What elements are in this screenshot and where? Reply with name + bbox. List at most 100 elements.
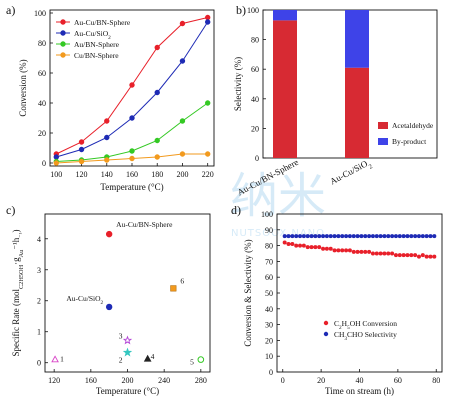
panel-c-x-tick-label: 280 [195, 376, 207, 385]
panel-d-point-1 [405, 234, 410, 239]
panel-a-point [204, 100, 211, 106]
panel-d-x-axis-label: Time on stream (h) [325, 386, 394, 396]
panel-c-y-tick-label: 1 [37, 328, 41, 337]
panel-a-point [179, 151, 186, 157]
panel-d-point-1 [309, 234, 314, 239]
panel-d-point-0 [355, 249, 360, 254]
panel-d-point-0 [282, 240, 287, 245]
panel-a-point [129, 155, 135, 162]
panel-d-point-1 [386, 234, 391, 239]
panel-d-point-0 [424, 254, 429, 259]
panel-d-point-1 [340, 234, 345, 239]
panel-a-y-tick-label: 0 [42, 159, 46, 168]
panel-d-y-tick-label: 10 [265, 352, 273, 361]
panel-d-y-axis-label: Conversion & Selectivity (%) [243, 239, 253, 346]
panel-d-point-0 [378, 251, 383, 256]
watermark-text-en: NUTSOOX NANO [231, 228, 325, 239]
panel-c-point-label: 6 [180, 276, 184, 285]
panel-a-point [154, 44, 160, 51]
panel-d-point-1 [286, 234, 291, 239]
watermark-text-cn: 纳米 [230, 168, 326, 224]
panel-d-point-1 [420, 234, 425, 239]
panel-d-point-0 [328, 246, 333, 251]
panel-d-point-1 [413, 234, 418, 239]
panel-d-point-1 [313, 234, 318, 239]
panel-d-y-tick-label: 100 [261, 210, 273, 219]
panel-b-legend-label: By-product [392, 137, 427, 146]
panel-d-point-1 [416, 234, 421, 239]
panel-d-point-1 [390, 234, 395, 239]
panel-c-point-7 [170, 285, 177, 292]
panel-d-point-0 [347, 248, 352, 253]
panel-c-x-tick-label: 120 [48, 376, 60, 385]
panel-a-point [104, 134, 110, 141]
panel-a-x-axis-label: Temperature (°C) [100, 182, 163, 192]
panel-b-bar-1-1 [345, 10, 369, 68]
panel-a-point [204, 14, 211, 21]
panel-a-conversion-chart: a) 100 120 140 160 180 200 220 0 20 40 60 80 100 Tempe… [6, 3, 215, 192]
panel-a-point [179, 118, 186, 124]
panel-a-x-tick-label: 140 [101, 170, 113, 179]
panel-a-x-tick-label: 180 [151, 170, 163, 179]
panel-a-point [204, 19, 211, 25]
panel-a-point [53, 154, 60, 160]
panel-d-y-tick-label: 80 [265, 242, 273, 251]
panel-d-point-0 [286, 242, 291, 247]
panel-a-legend-label: Au-Cu/SiO2 [74, 29, 111, 41]
panel-a-y-tick-label: 40 [38, 99, 46, 108]
panel-c-specific-rate-chart: c) 120 160 200 240 280 0 1 2 3 4 Temperature (°C) Sp… [6, 203, 211, 396]
panel-d-point-1 [378, 234, 383, 239]
panel-a-point [104, 118, 110, 124]
panel-a-point [129, 82, 135, 88]
panel-c-x-tick-label: 160 [85, 376, 97, 385]
panel-d-point-0 [397, 253, 402, 258]
panel-c-x-tick-label: 240 [158, 376, 170, 385]
panel-d-y-tick-label: 40 [265, 305, 273, 314]
panel-d-point-1 [332, 234, 337, 239]
panel-d-point-0 [428, 254, 433, 259]
panel-a-x-tick-label: 200 [176, 170, 188, 179]
panel-a-point [78, 146, 85, 153]
panel-b-bar-1-0 [273, 10, 297, 21]
panel-d-point-1 [294, 234, 299, 239]
panel-d-x-tick-label: 20 [317, 376, 325, 385]
panel-a-label: a) [6, 3, 15, 17]
panel-d-point-1 [355, 234, 360, 239]
panel-d-point-0 [413, 253, 418, 258]
panel-d-legend-label: CH3CHO Selectivity [334, 330, 397, 342]
panel-c-point-1 [105, 303, 113, 311]
panel-d-point-1 [328, 234, 333, 239]
panel-a-y-tick-label: 20 [38, 129, 46, 138]
panel-d-x-tick-label: 80 [432, 376, 440, 385]
panel-a-x-tick-label: 160 [126, 170, 138, 179]
panel-d-stability-chart: d) 0 20 40 60 80 0 10 20 30 40 50 60 70 80 90 100 Time on… [231, 203, 443, 396]
panel-d-y-tick-label: 70 [265, 257, 273, 266]
panel-c-point-label: Au-Cu/BN-Sphere [116, 220, 173, 229]
panel-b-y-tick-label: 100 [247, 6, 259, 15]
panel-d-point-0 [405, 253, 410, 258]
panel-a-x-tick-label: 120 [76, 170, 88, 179]
panel-a-legend-marker [60, 41, 66, 47]
panel-b-y-tick-label: 80 [251, 36, 259, 45]
panel-a-legend-marker [60, 19, 66, 25]
panel-d-point-0 [432, 254, 437, 259]
panel-d-point-1 [301, 234, 306, 239]
panel-d-point-0 [359, 249, 364, 254]
panel-a-x-tick-label: 100 [50, 170, 62, 179]
panel-a-x-tick-label: 220 [202, 170, 214, 179]
panel-b-legend-swatch-1 [378, 138, 388, 145]
panel-c-point-5 [143, 354, 152, 362]
panel-d-x-tick-label: 0 [281, 376, 285, 385]
panel-d-point-1 [393, 234, 398, 239]
panel-a-point [179, 20, 186, 27]
panel-a-y-tick-label: 80 [38, 39, 46, 48]
panel-a-point [53, 160, 60, 166]
panel-b-y-tick-label: 20 [251, 124, 259, 133]
panel-d-point-1 [282, 234, 287, 239]
panel-d-point-1 [336, 234, 341, 239]
panel-a-y-tick-label: 60 [38, 69, 46, 78]
panel-a-y-axis-label: Conversion (%) [18, 59, 28, 116]
panel-a-point [204, 151, 211, 157]
panel-d-point-1 [290, 234, 295, 239]
panel-d-point-0 [340, 248, 345, 253]
